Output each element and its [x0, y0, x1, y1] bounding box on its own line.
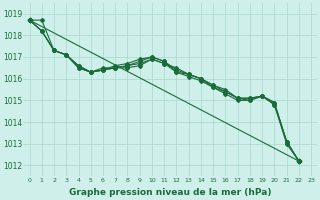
X-axis label: Graphe pression niveau de la mer (hPa): Graphe pression niveau de la mer (hPa) — [69, 188, 272, 197]
